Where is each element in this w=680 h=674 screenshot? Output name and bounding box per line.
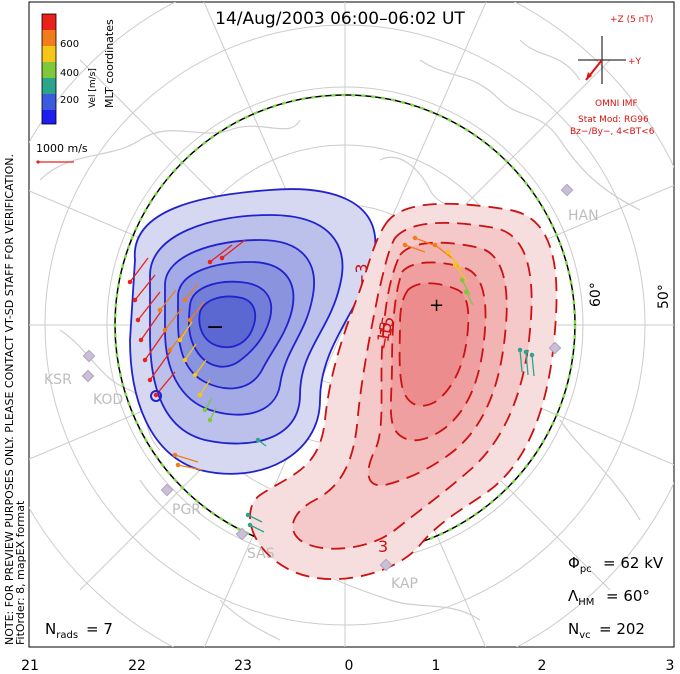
positive-cell — [249, 202, 558, 581]
contour-label-c: 15 — [373, 320, 395, 343]
mlt-tick-3: 3 — [666, 658, 675, 674]
legend-tick-200: 200 — [60, 95, 79, 106]
imf-z-label: +Z (5 nT) — [610, 15, 653, 25]
mlt-tick-23: 23 — [234, 658, 252, 674]
velocity-color-legend — [41, 13, 57, 125]
phi-pc-value: = 62 kV — [603, 554, 664, 572]
contour-label-a: −3 — [352, 263, 371, 287]
radar-sites — [81, 183, 574, 572]
stat-model: Stat Mod: RG96 — [578, 115, 649, 125]
radar-label-kap: KAP — [391, 576, 418, 592]
mlt-tick-22: 22 — [128, 658, 146, 674]
velocity-scale-label: 1000 m/s — [36, 142, 88, 155]
lambda-hm-value: = 60° — [606, 587, 650, 605]
legend-tick-600: 600 — [60, 39, 79, 50]
velocity-vectors — [127, 235, 535, 533]
legend-label: Vel [m/s] — [88, 68, 98, 108]
imf-y-label: +Y — [628, 57, 642, 67]
coordinate-system-label: MLT coordinates — [103, 19, 116, 108]
stat-model-conditions: Bz−/By−, 4<BT<6 — [570, 127, 655, 137]
legend-tick-400: 400 — [60, 68, 79, 79]
n-vc-value: = 202 — [599, 620, 645, 638]
potential-maximum-marker: + — [429, 295, 444, 316]
potential-minimum-marker: − — [206, 315, 224, 340]
n-rads-value: = 7 — [86, 620, 113, 638]
preview-note: NOTE: FOR PREVIEW PURPOSES ONLY. PLEASE … — [3, 154, 16, 645]
radar-label-han: HAN — [568, 208, 599, 224]
imf-dial — [578, 36, 626, 84]
dusk-circle-marker — [150, 390, 162, 402]
latitude-label-60: 60° — [588, 282, 604, 307]
contour-label-d: 3 — [378, 537, 388, 556]
mlt-tick-2: 2 — [538, 658, 547, 674]
radar-label-kod: KOD — [93, 392, 123, 408]
imf-source: OMNI IMF — [595, 99, 638, 109]
radar-label-pgr: PGR — [172, 502, 201, 518]
velocity-scale-origin — [36, 160, 40, 164]
radar-label-sas: SAS — [247, 546, 275, 562]
radar-label-ksr: KSR — [44, 372, 72, 388]
latitude-label-50: 50° — [656, 284, 672, 309]
fit-order: FitOrder: 8, mapEX format — [14, 500, 27, 645]
map-title: 14/Aug/2003 06:00–06:02 UT — [215, 9, 465, 29]
negative-cell — [129, 188, 377, 475]
mlt-tick-1: 1 — [432, 658, 441, 674]
mlt-tick-0: 0 — [345, 658, 354, 674]
mlt-tick-21: 21 — [21, 658, 39, 674]
